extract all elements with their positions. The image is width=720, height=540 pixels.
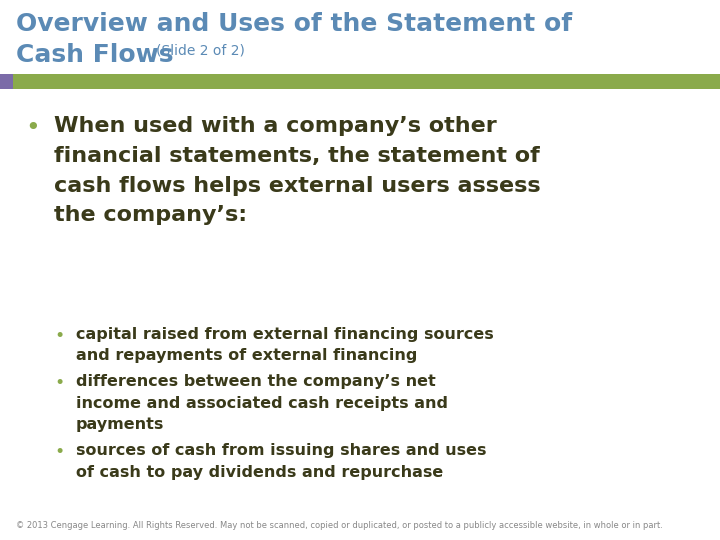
Text: capital raised from external financing sources: capital raised from external financing s… xyxy=(76,327,493,342)
Text: differences between the company’s net: differences between the company’s net xyxy=(76,374,436,389)
Bar xyxy=(13,74,720,89)
Text: •: • xyxy=(54,327,64,345)
Text: sources of cash from issuing shares and uses: sources of cash from issuing shares and … xyxy=(76,443,486,458)
Text: cash flows helps external users assess: cash flows helps external users assess xyxy=(54,176,541,195)
Text: •: • xyxy=(54,374,64,392)
Bar xyxy=(0,74,13,89)
Text: When used with a company’s other: When used with a company’s other xyxy=(54,116,497,136)
Text: financial statements, the statement of: financial statements, the statement of xyxy=(54,146,540,166)
Text: •: • xyxy=(54,443,64,461)
Text: the company’s:: the company’s: xyxy=(54,205,247,225)
Text: of cash to pay dividends and repurchase: of cash to pay dividends and repurchase xyxy=(76,465,443,480)
Text: Overview and Uses of the Statement of: Overview and Uses of the Statement of xyxy=(16,12,572,36)
Text: payments: payments xyxy=(76,417,164,433)
Text: Cash Flows: Cash Flows xyxy=(16,43,174,67)
Text: and repayments of external financing: and repayments of external financing xyxy=(76,348,417,363)
Text: (Slide 2 of 2): (Slide 2 of 2) xyxy=(156,43,245,57)
Text: income and associated cash receipts and: income and associated cash receipts and xyxy=(76,396,448,411)
Text: •: • xyxy=(25,116,40,140)
Text: © 2013 Cengage Learning. All Rights Reserved. May not be scanned, copied or dupl: © 2013 Cengage Learning. All Rights Rese… xyxy=(16,521,662,530)
